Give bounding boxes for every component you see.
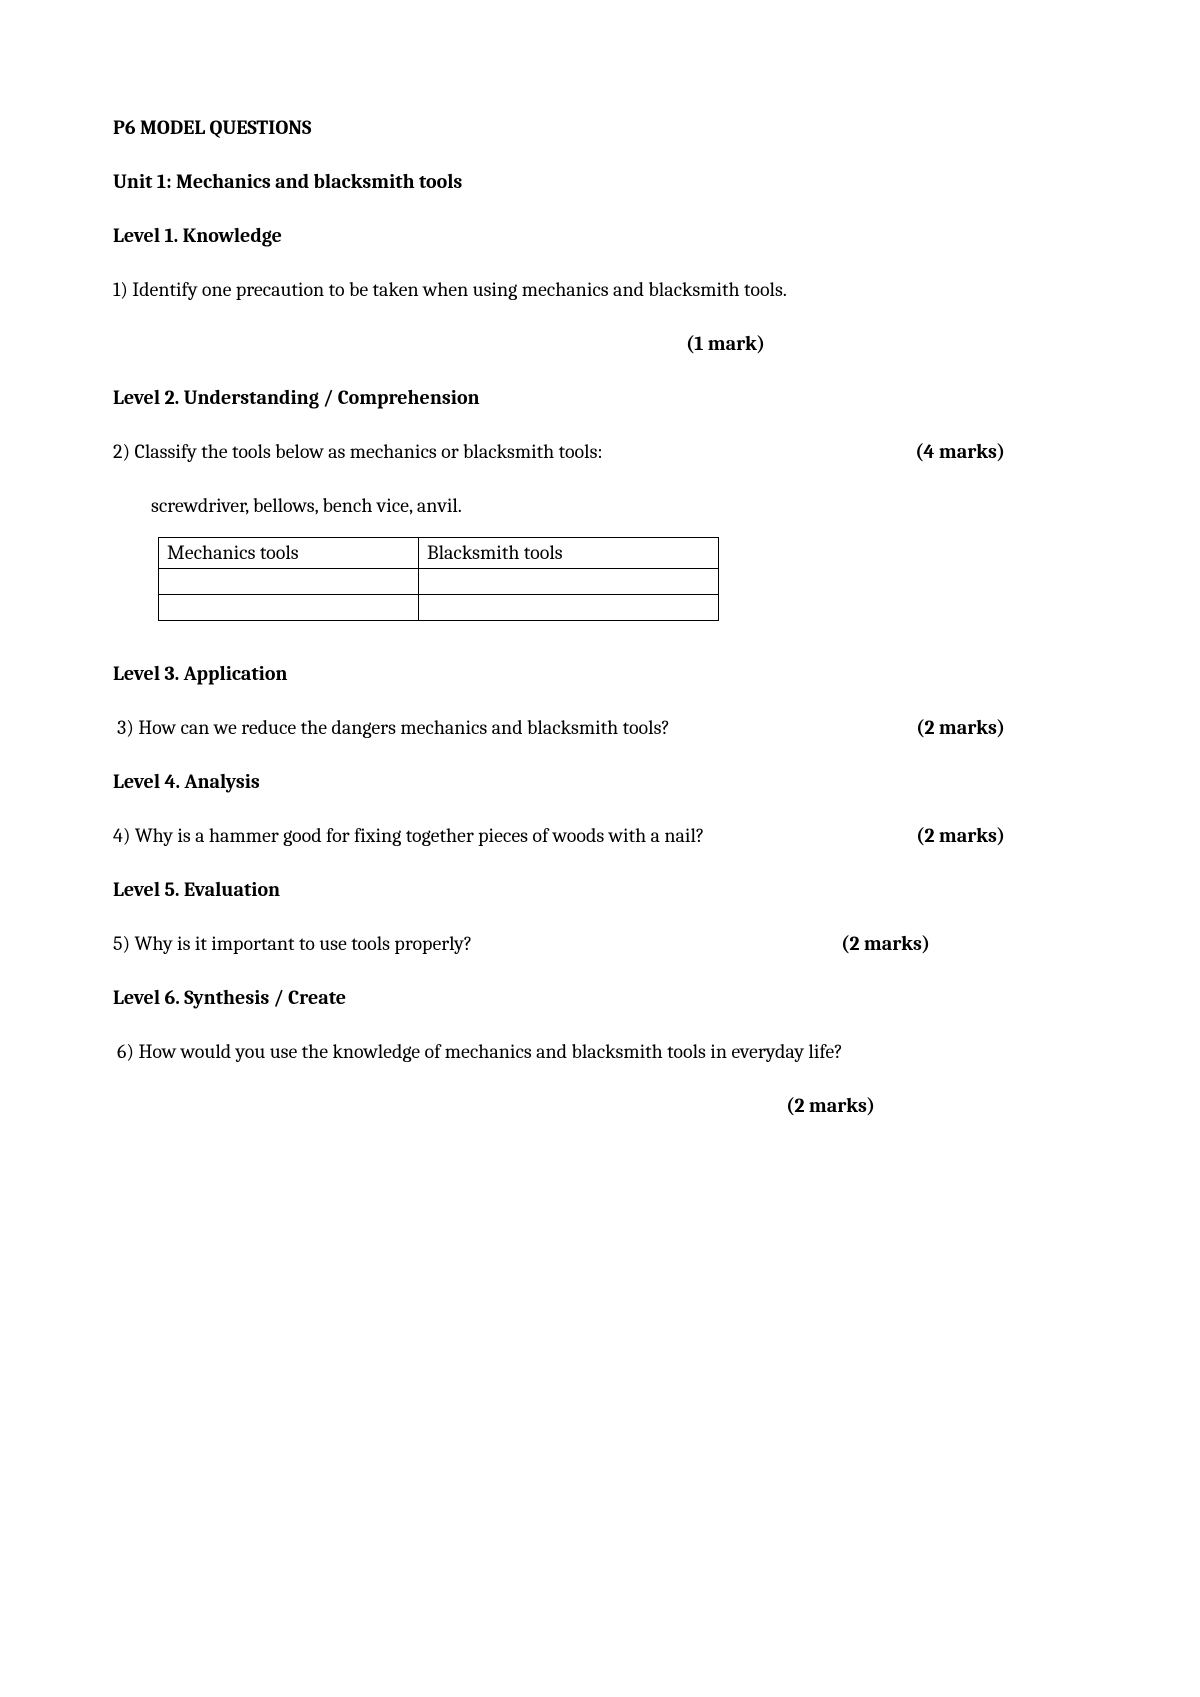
document-title: P6 MODEL QUESTIONS bbox=[113, 115, 1065, 141]
question-6: 6) How would you use the knowledge of me… bbox=[113, 1039, 1065, 1065]
question-4: 4) Why is a hammer good for fixing toget… bbox=[113, 823, 704, 849]
unit-heading: Unit 1: Mechanics and blacksmith tools bbox=[113, 169, 1065, 195]
level6-heading: Level 6. Synthesis / Create bbox=[113, 985, 1065, 1011]
question-3-marks: (2 marks) bbox=[896, 715, 1065, 741]
question-2-marks: (4 marks) bbox=[895, 439, 1065, 465]
table-row bbox=[159, 569, 719, 595]
question-2: 2) Classify the tools below as mechanics… bbox=[113, 439, 603, 465]
level5-heading: Level 5. Evaluation bbox=[113, 877, 1065, 903]
table-cell bbox=[419, 595, 719, 621]
question-3: 3) How can we reduce the dangers mechani… bbox=[117, 715, 670, 741]
table-cell bbox=[419, 569, 719, 595]
question-4-marks: (2 marks) bbox=[896, 823, 1065, 849]
level2-heading: Level 2. Understanding / Comprehension bbox=[113, 385, 1065, 411]
table-header-col1: Mechanics tools bbox=[159, 538, 419, 569]
table-row bbox=[159, 595, 719, 621]
level4-heading: Level 4. Analysis bbox=[113, 769, 1065, 795]
question-5-marks: (2 marks) bbox=[821, 931, 1065, 957]
classification-table: Mechanics tools Blacksmith tools bbox=[158, 537, 719, 621]
table-cell bbox=[159, 569, 419, 595]
table-row: Mechanics tools Blacksmith tools bbox=[159, 538, 719, 569]
question-1-marks: (1 mark) bbox=[113, 331, 1065, 357]
level1-heading: Level 1. Knowledge bbox=[113, 223, 1065, 249]
question-1: 1) Identify one precaution to be taken w… bbox=[113, 277, 1065, 303]
table-header-col2: Blacksmith tools bbox=[419, 538, 719, 569]
question-5: 5) Why is it important to use tools prop… bbox=[113, 931, 472, 957]
document-page: P6 MODEL QUESTIONS Unit 1: Mechanics and… bbox=[0, 0, 1200, 1119]
question-2-items: screwdriver, bellows, bench vice, anvil. bbox=[113, 493, 1065, 519]
question-6-marks: (2 marks) bbox=[113, 1093, 1065, 1119]
table-cell bbox=[159, 595, 419, 621]
level3-heading: Level 3. Application bbox=[113, 661, 1065, 687]
